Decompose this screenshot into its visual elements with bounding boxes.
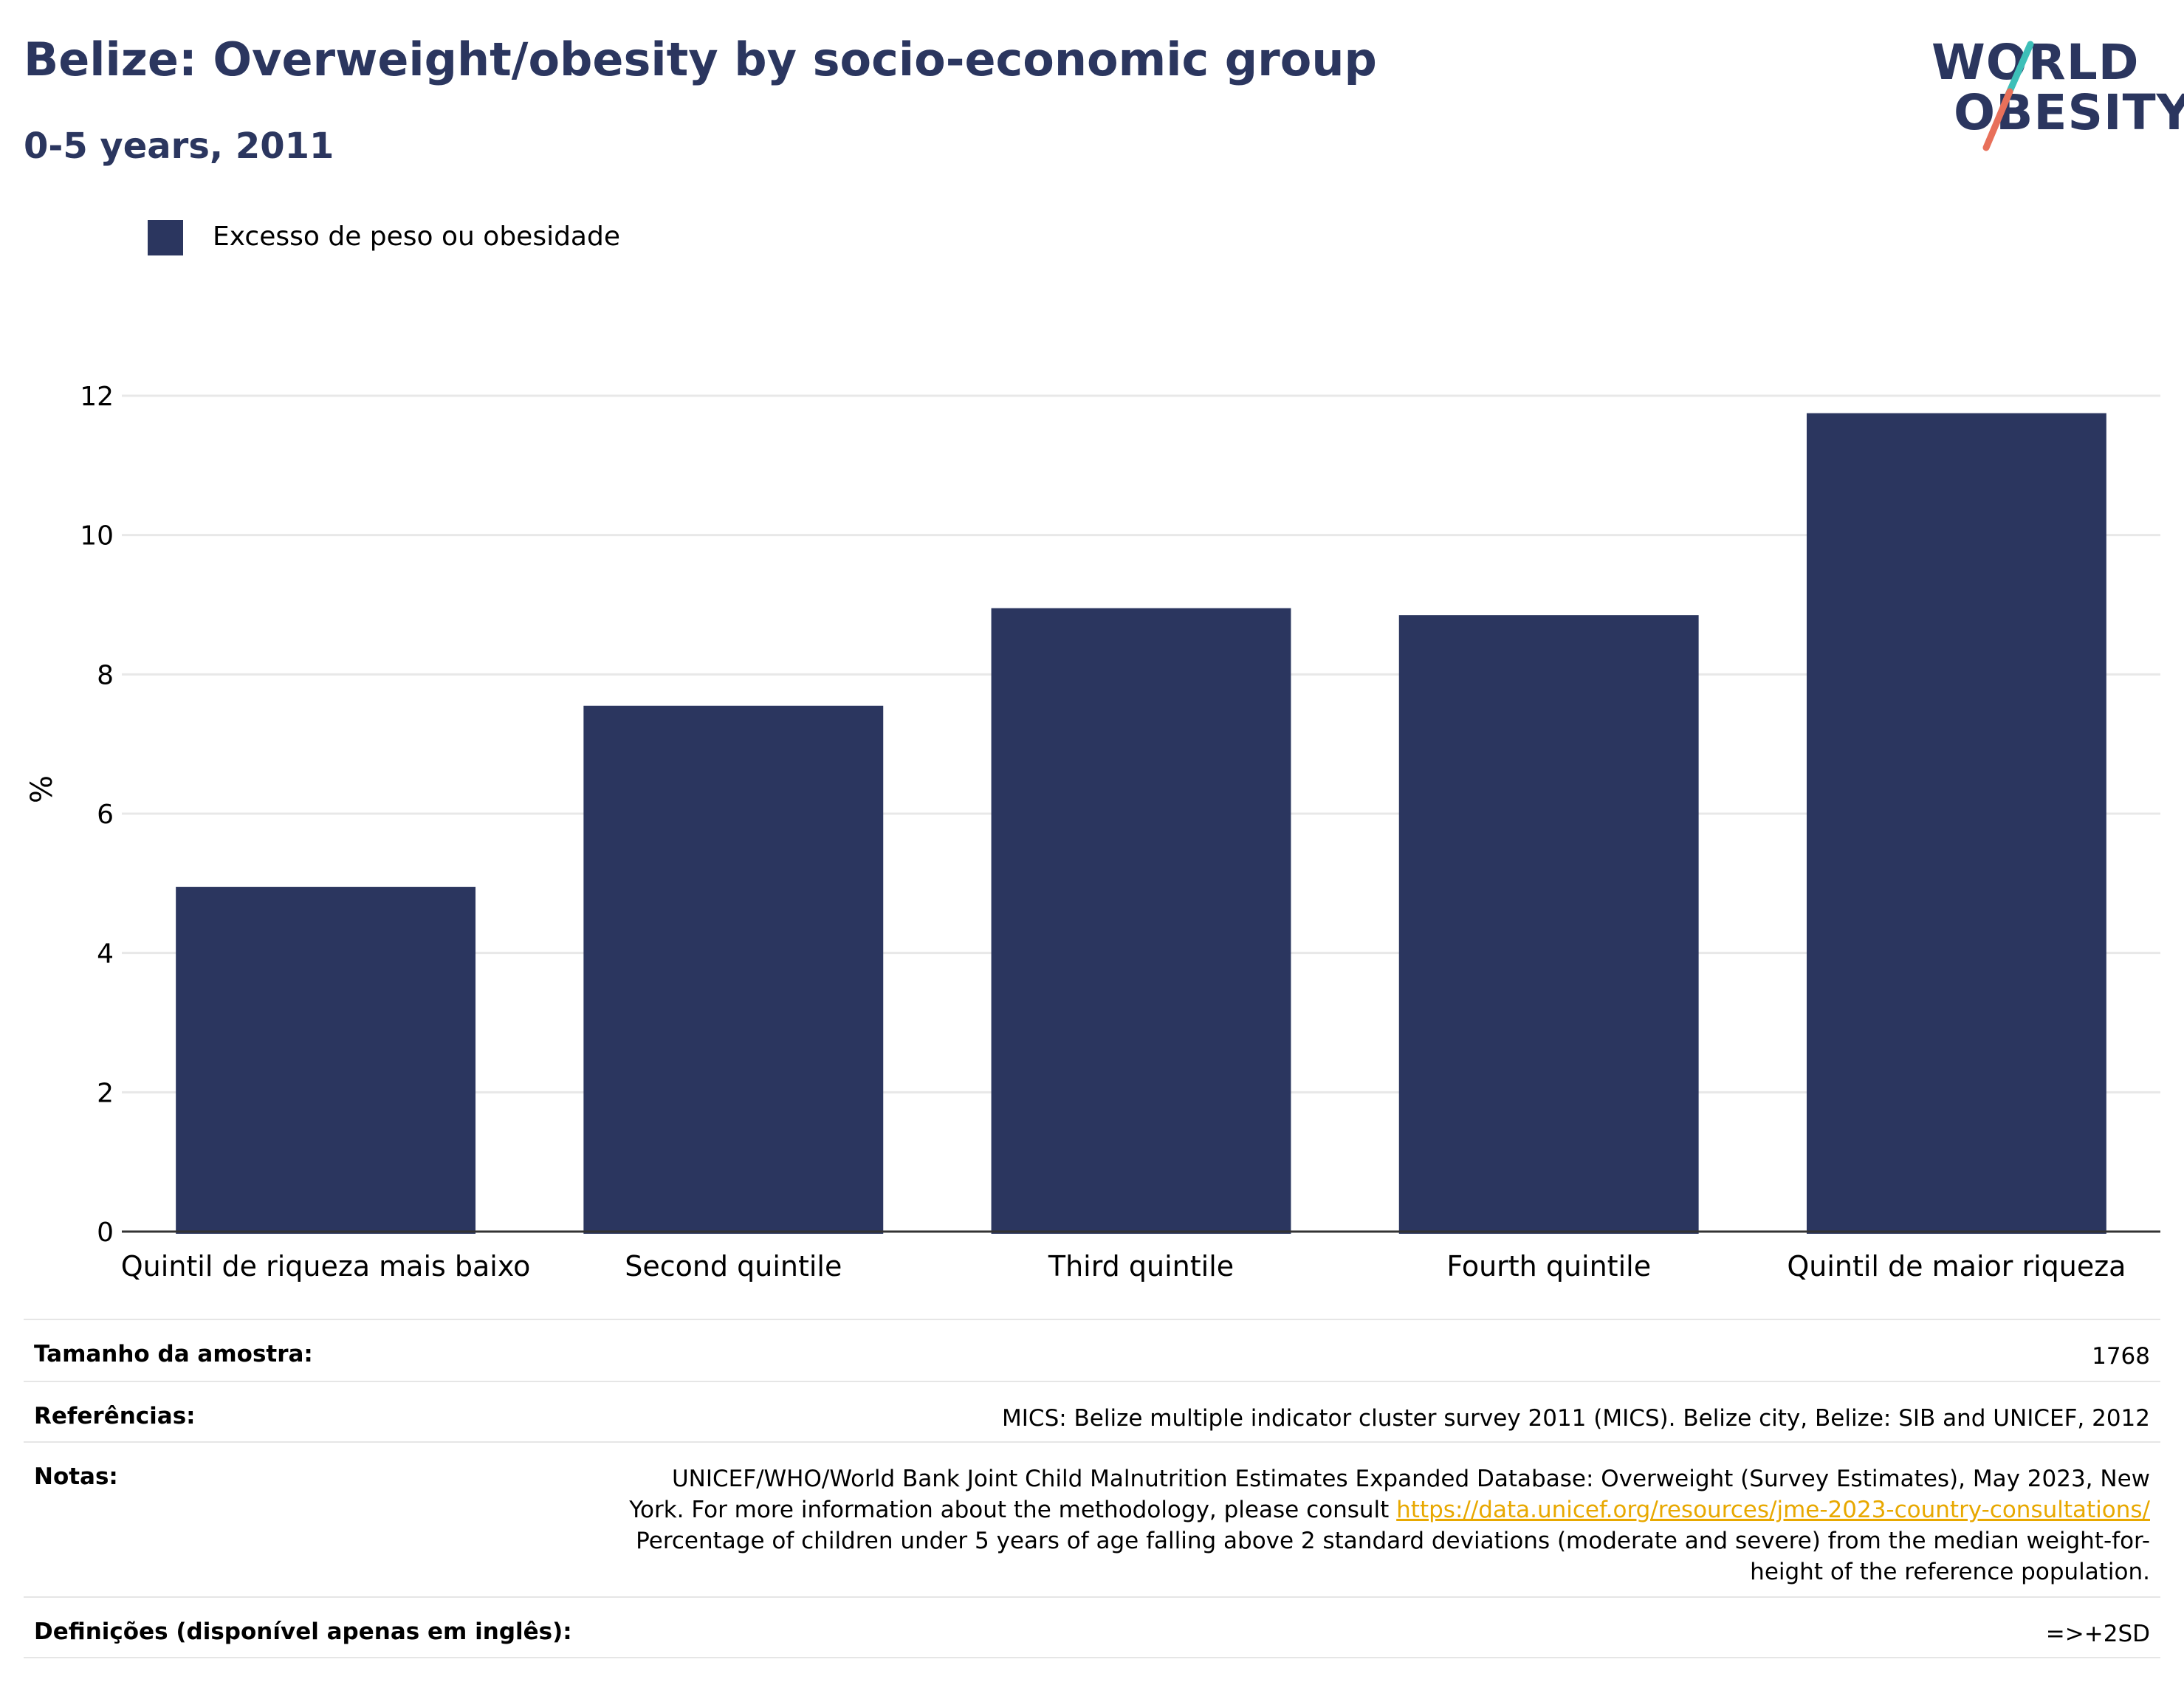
notes-value: UNICEF/WHO/World Bank Joint Child Malnut… <box>629 1463 2150 1587</box>
y-tick-label: 0 <box>97 1218 114 1248</box>
definitions-value: =>+2SD <box>2045 1621 2150 1647</box>
references-label: Referências: <box>34 1403 196 1429</box>
definitions-row: Definições (disponível apenas em inglês)… <box>24 1596 2160 1658</box>
references-value: MICS: Belize multiple indicator cluster … <box>1002 1405 2150 1432</box>
y-tick-label: 2 <box>97 1078 114 1108</box>
x-tick-label: Quintil de maior riqueza <box>1787 1250 2126 1283</box>
bars <box>176 413 2106 1235</box>
y-tick-label: 8 <box>97 660 114 690</box>
chart-title: Belize: Overweight/obesity by socio-econ… <box>24 32 1377 86</box>
notes-line-2-text: York. For more information about the met… <box>629 1497 1390 1523</box>
notes-line-1: UNICEF/WHO/World Bank Joint Child Malnut… <box>671 1466 2150 1492</box>
notes-label: Notas: <box>34 1463 118 1490</box>
definitions-label: Definições (disponível apenas em inglês)… <box>34 1618 572 1645</box>
x-tick-label: Quintil de riqueza mais baixo <box>121 1250 531 1283</box>
legend-swatch <box>148 220 183 255</box>
sample-size-label: Tamanho da amostra: <box>34 1341 313 1367</box>
world-obesity-logo: WORLD OBESITY <box>1920 22 2184 155</box>
bar[interactable] <box>1806 413 2106 1235</box>
legend-label: Excesso de peso ou obesidade <box>213 222 620 252</box>
y-tick-label: 12 <box>80 382 114 412</box>
y-tick-label: 6 <box>97 800 114 830</box>
sample-size-row: Tamanho da amostra: 1768 <box>24 1319 2160 1381</box>
x-tick-label: Fourth quintile <box>1446 1250 1651 1283</box>
bar[interactable] <box>583 705 884 1234</box>
axes: 0 2 4 6 8 10 12 Quintil de riqueza mais baixo Se… <box>80 382 2160 1283</box>
notes-line-4: height of the reference population. <box>1750 1559 2150 1585</box>
chart-subtitle: 0-5 years, 2011 <box>24 126 334 167</box>
references-row: Referências: MICS: Belize multiple indic… <box>24 1381 2160 1441</box>
bar[interactable] <box>1398 615 1699 1234</box>
notes-line-3: Percentage of children under 5 years of … <box>636 1528 2150 1554</box>
y-tick-label: 4 <box>97 939 114 969</box>
methodology-link[interactable]: https://data.unicef.org/resources/jme-20… <box>1396 1497 2150 1523</box>
x-tick-label: Third quintile <box>1048 1250 1234 1283</box>
logo-line-world: WORLD <box>1931 34 2140 91</box>
bar-chart: 0 2 4 6 8 10 12 Quintil de riqueza mais baixo Se… <box>80 382 2160 1283</box>
x-tick-label: Second quintile <box>625 1250 842 1283</box>
metadata-table: Tamanho da amostra: 1768 Referências: MI… <box>24 1319 2160 1658</box>
bar[interactable] <box>176 887 476 1234</box>
notes-line-2: York. For more information about the met… <box>629 1494 2150 1525</box>
y-tick-label: 10 <box>80 521 114 552</box>
sample-size-value: 1768 <box>2092 1343 2150 1370</box>
notes-row: Notas: UNICEF/WHO/World Bank Joint Child… <box>24 1441 2160 1596</box>
logo-slash-icon <box>1982 41 2034 151</box>
bar[interactable] <box>991 608 1291 1234</box>
